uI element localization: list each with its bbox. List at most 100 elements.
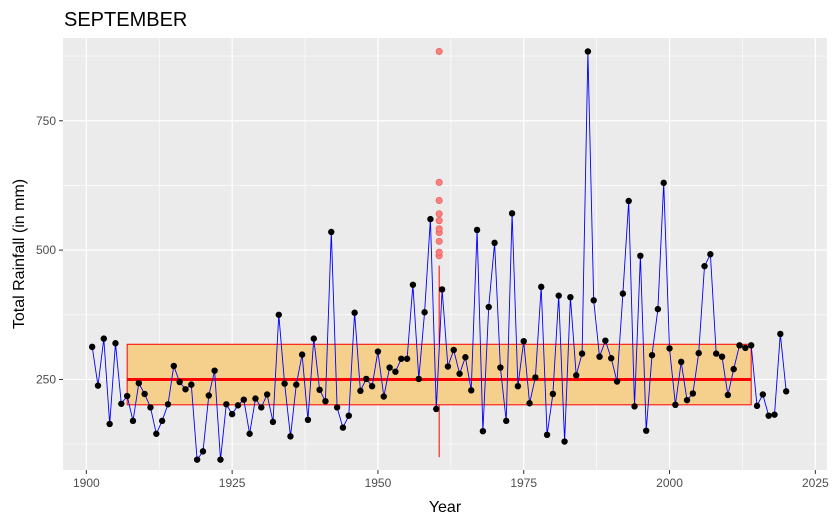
data-point bbox=[508, 210, 516, 217]
outlier-point bbox=[435, 196, 443, 204]
data-point bbox=[112, 340, 119, 347]
y-tick-label: 250 bbox=[36, 372, 56, 386]
data-point bbox=[503, 417, 510, 425]
data-point bbox=[596, 353, 603, 360]
data-point bbox=[223, 401, 230, 408]
data-point bbox=[573, 372, 580, 379]
data-point bbox=[613, 378, 621, 385]
data-point bbox=[339, 424, 347, 431]
data-point bbox=[777, 330, 784, 338]
data-point bbox=[707, 251, 714, 258]
data-point bbox=[654, 305, 662, 313]
data-point bbox=[269, 418, 277, 426]
data-point bbox=[689, 390, 697, 397]
data-point bbox=[188, 381, 195, 388]
data-point bbox=[293, 381, 300, 388]
data-point bbox=[479, 427, 487, 435]
data-point bbox=[631, 403, 638, 410]
x-axis-title: Year bbox=[429, 499, 462, 516]
data-point bbox=[718, 353, 726, 360]
x-tick-label: 1950 bbox=[365, 476, 392, 490]
y-tick-label: 500 bbox=[36, 243, 56, 257]
data-point bbox=[648, 351, 656, 359]
data-point bbox=[100, 335, 108, 342]
data-point bbox=[526, 400, 533, 407]
outlier-point bbox=[435, 225, 443, 233]
data-point bbox=[106, 420, 113, 428]
data-point bbox=[310, 335, 317, 342]
data-point bbox=[660, 179, 667, 187]
data-point bbox=[753, 402, 761, 410]
data-point bbox=[497, 364, 504, 371]
data-point bbox=[637, 252, 644, 260]
data-point bbox=[403, 355, 411, 362]
data-point bbox=[211, 367, 218, 374]
data-point bbox=[368, 382, 376, 390]
data-point bbox=[514, 382, 522, 390]
data-point bbox=[380, 393, 387, 400]
data-point bbox=[712, 350, 720, 357]
data-point bbox=[602, 337, 609, 344]
data-point bbox=[333, 404, 341, 411]
x-axis-ticks: 1900 1925 1950 1975 2000 2025 bbox=[73, 470, 829, 490]
data-point bbox=[129, 417, 137, 425]
data-point bbox=[532, 374, 539, 381]
x-tick-label: 1975 bbox=[510, 476, 537, 490]
data-point bbox=[473, 226, 481, 234]
data-point bbox=[94, 382, 102, 389]
data-point bbox=[141, 390, 148, 398]
data-point bbox=[625, 197, 632, 205]
data-point bbox=[782, 388, 790, 395]
data-point bbox=[771, 411, 778, 418]
data-point bbox=[199, 448, 207, 455]
data-point bbox=[153, 430, 160, 437]
data-point bbox=[677, 358, 685, 366]
x-tick-label: 2025 bbox=[802, 476, 829, 490]
data-point bbox=[176, 378, 183, 386]
data-point bbox=[433, 405, 440, 413]
data-point bbox=[240, 396, 247, 403]
data-point bbox=[228, 410, 236, 418]
data-point bbox=[386, 364, 393, 371]
outlier-point bbox=[435, 210, 443, 218]
data-point bbox=[736, 342, 743, 349]
data-point bbox=[263, 391, 271, 398]
data-point bbox=[619, 290, 627, 297]
data-point bbox=[363, 375, 370, 383]
data-point bbox=[643, 427, 650, 434]
data-point bbox=[438, 286, 446, 293]
data-point bbox=[158, 417, 166, 425]
data-point bbox=[450, 346, 457, 354]
data-point bbox=[415, 375, 422, 383]
chart-title: SEPTEMBER bbox=[64, 9, 187, 31]
data-point bbox=[427, 215, 434, 223]
data-point bbox=[234, 402, 242, 409]
data-point bbox=[695, 349, 702, 357]
data-point bbox=[88, 343, 96, 351]
data-point bbox=[549, 390, 557, 398]
data-point bbox=[275, 311, 282, 318]
data-point bbox=[444, 363, 452, 370]
data-point bbox=[730, 365, 737, 373]
data-point bbox=[392, 368, 399, 375]
data-point bbox=[351, 309, 358, 316]
x-tick-label: 1900 bbox=[73, 476, 100, 490]
data-point bbox=[123, 392, 131, 400]
data-point bbox=[666, 345, 673, 352]
y-axis-ticks: 250 500 750 bbox=[36, 114, 63, 386]
data-point bbox=[135, 379, 143, 387]
data-point bbox=[398, 355, 405, 362]
data-point bbox=[217, 456, 224, 463]
data-point bbox=[672, 401, 679, 409]
data-point bbox=[701, 262, 708, 270]
data-point bbox=[485, 303, 492, 311]
data-point bbox=[520, 337, 527, 345]
outlier-point bbox=[435, 178, 443, 186]
data-point bbox=[765, 412, 772, 419]
data-point bbox=[409, 281, 417, 288]
outlier-point bbox=[435, 237, 443, 245]
data-point bbox=[567, 294, 574, 301]
data-point bbox=[287, 433, 294, 440]
data-point bbox=[170, 362, 178, 370]
